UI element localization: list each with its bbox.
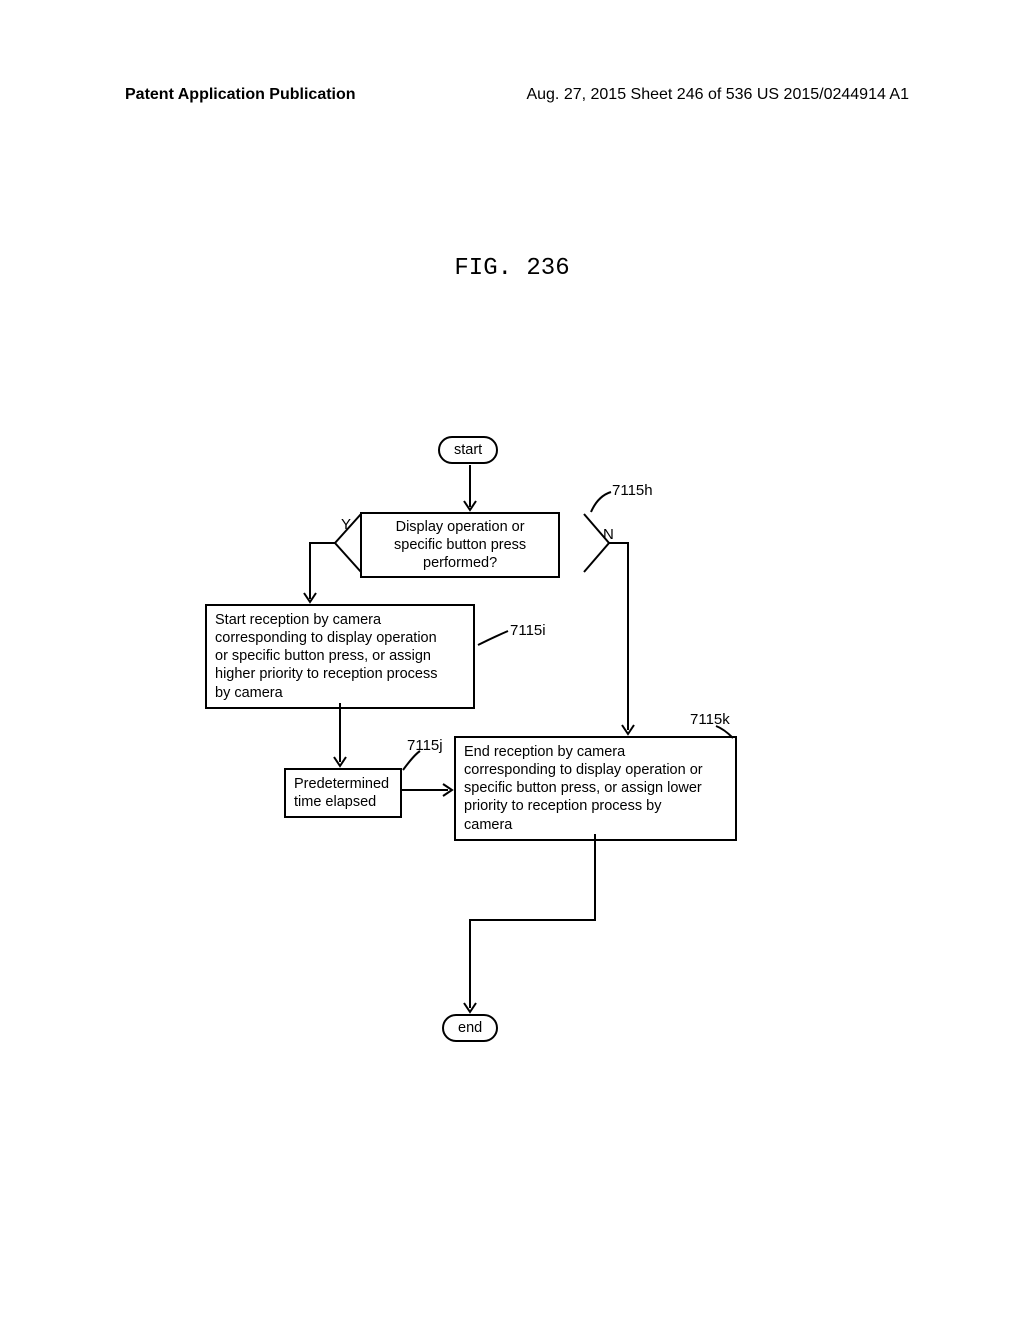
arrow-n-branch [609, 543, 628, 730]
flowchart-svg [0, 430, 1024, 1130]
leader-7115j [403, 751, 420, 770]
decision-left-angle [335, 514, 361, 572]
leader-7115h [591, 492, 611, 512]
header-right: Aug. 27, 2015 Sheet 246 of 536 US 2015/0… [526, 86, 909, 104]
header-left: Patent Application Publication [125, 86, 356, 104]
arrow-y-branch [310, 543, 335, 599]
decision-right-angle [584, 514, 609, 572]
arrow-k-to-end [470, 834, 595, 1008]
leader-7115k [716, 726, 733, 738]
figure-title: FIG. 236 [454, 255, 569, 282]
leader-7115i [478, 631, 508, 645]
